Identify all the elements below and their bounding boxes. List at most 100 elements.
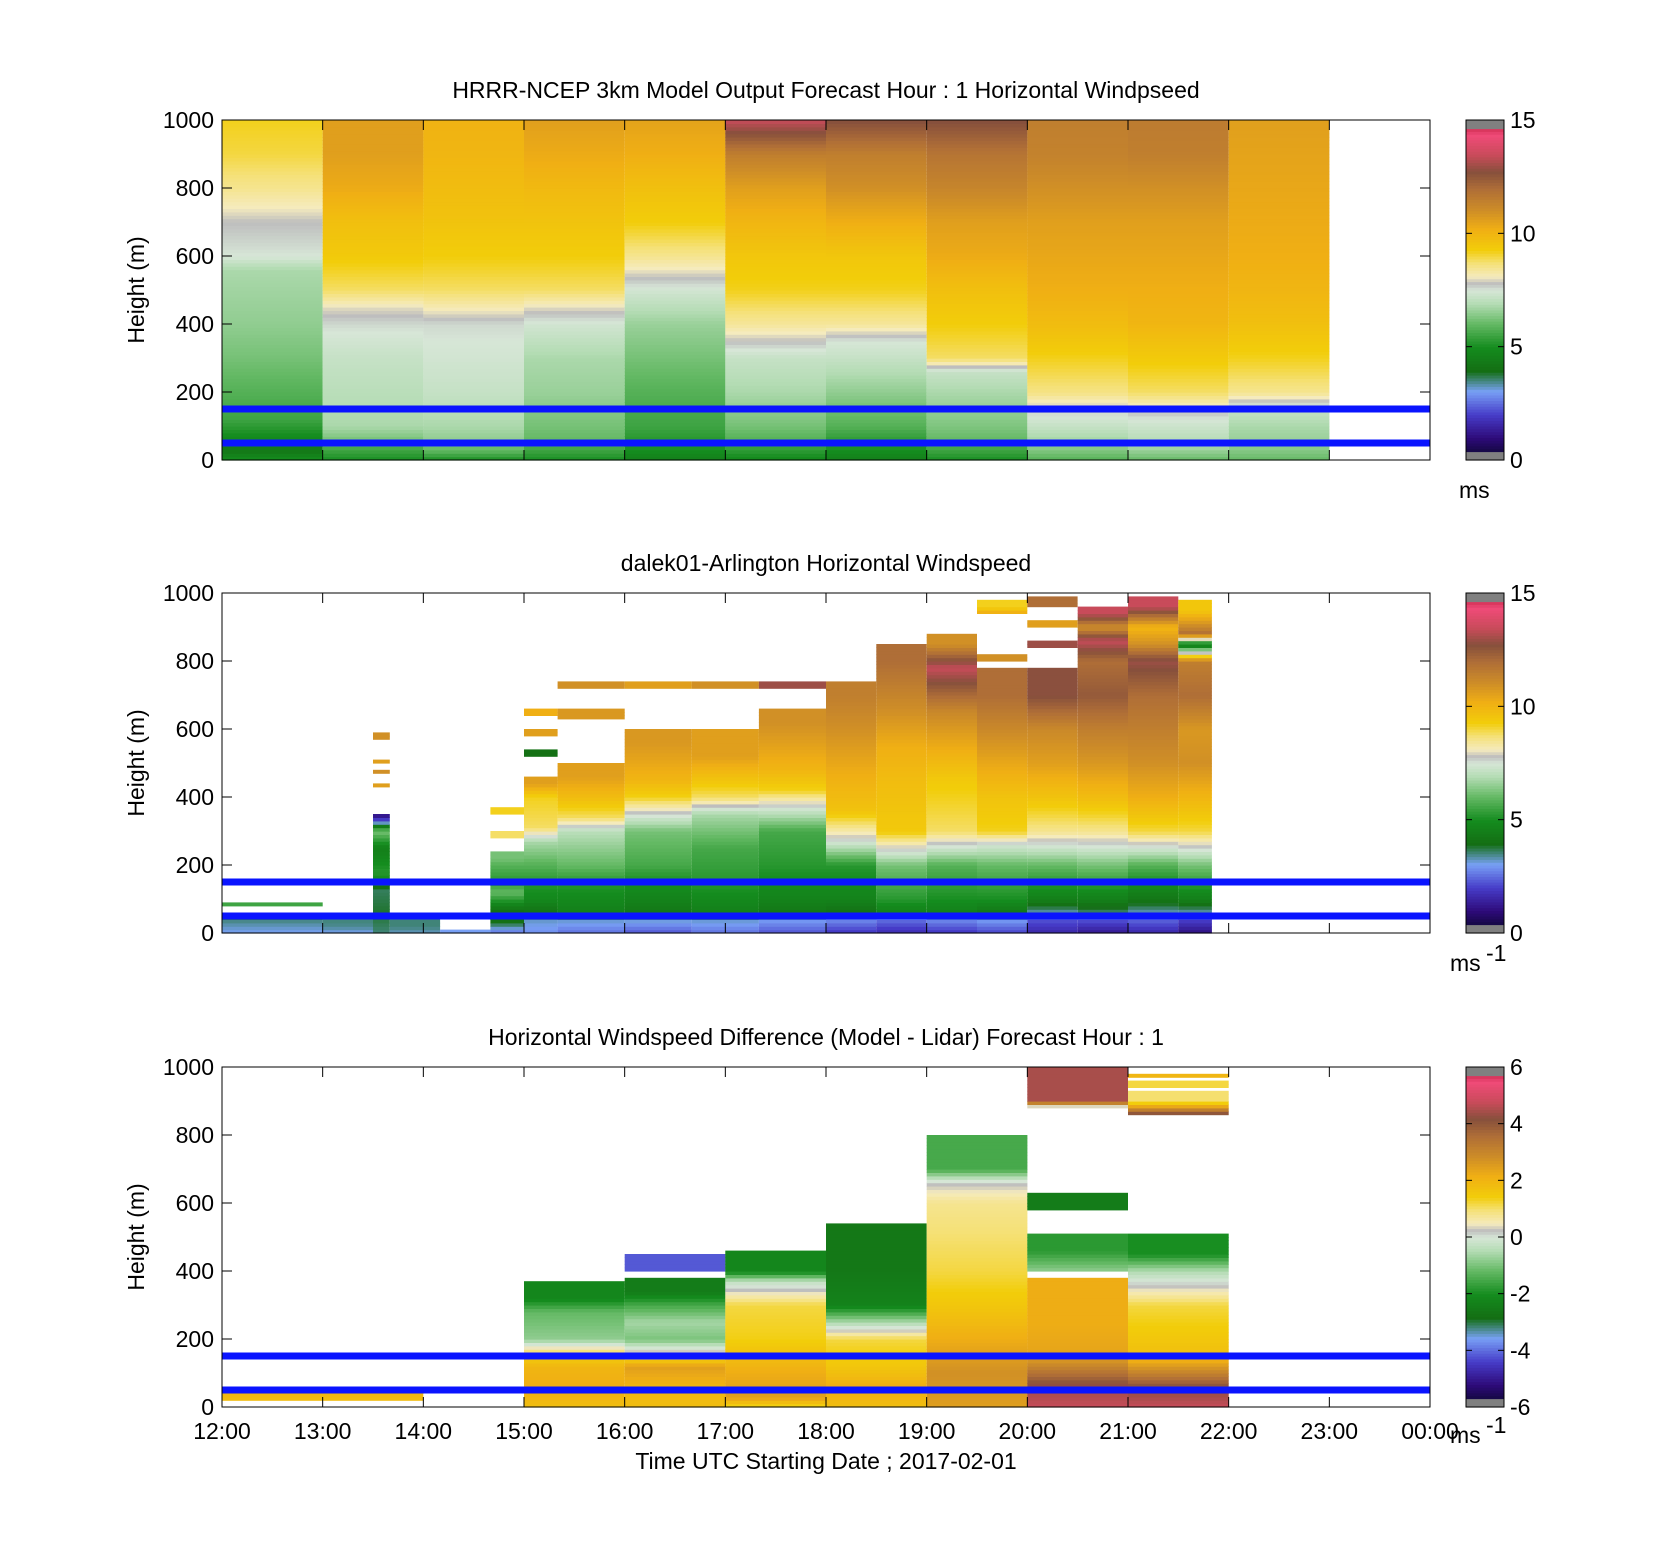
heatmap-cell	[624, 814, 692, 818]
heatmap-cell	[926, 868, 977, 873]
heatmap-cell	[926, 746, 977, 750]
colorbar-segment	[1466, 394, 1504, 399]
heatmap-cell	[373, 875, 390, 880]
heatmap-cell	[624, 239, 726, 243]
heatmap-cell	[624, 769, 692, 774]
heatmap-cell	[624, 905, 692, 910]
colorbar-segment	[1466, 131, 1504, 135]
heatmap-cell	[826, 749, 877, 754]
heatmap-cell	[1027, 603, 1078, 608]
heatmap-cell	[524, 140, 625, 145]
heatmap-cell	[926, 708, 977, 713]
heatmap-cell	[1027, 1315, 1128, 1320]
heatmap-cell	[926, 729, 977, 733]
heatmap-cell	[624, 154, 726, 158]
heatmap-cell	[222, 327, 323, 332]
colorbar-segment	[1466, 652, 1504, 656]
heatmap-cell	[1178, 667, 1212, 672]
heatmap-cell	[1128, 1090, 1229, 1095]
heatmap-cell	[876, 875, 927, 880]
heatmap-cell	[1228, 160, 1330, 165]
heatmap-cell	[691, 885, 759, 890]
heatmap-cell	[926, 892, 977, 897]
heatmap-cell	[926, 398, 1028, 403]
heatmap-cell	[423, 300, 524, 305]
heatmap-cell	[691, 895, 759, 900]
heatmap-cell	[1027, 783, 1078, 788]
heatmap-cell	[876, 746, 927, 750]
heatmap-cell	[926, 1393, 1028, 1398]
heatmap-cell	[1027, 848, 1078, 852]
heatmap-cell	[1027, 419, 1128, 424]
heatmap-cell	[1027, 1097, 1128, 1102]
heatmap-cell	[624, 211, 726, 216]
heatmap-cell	[826, 1277, 927, 1282]
heatmap-cell	[322, 371, 424, 376]
colorbar-segment	[1466, 1237, 1504, 1241]
heatmap-cell	[926, 1325, 1028, 1330]
heatmap-cell	[1228, 174, 1330, 179]
heatmap-cell	[826, 1335, 927, 1340]
heatmap-cell	[524, 429, 625, 434]
heatmap-cell	[557, 899, 625, 903]
heatmap-cell	[1228, 266, 1330, 271]
heatmap-cell	[1027, 211, 1128, 216]
heatmap-cell	[926, 776, 977, 781]
heatmap-cell	[926, 1237, 1028, 1241]
heatmap-cell	[1128, 358, 1229, 362]
heatmap-cell	[624, 337, 726, 342]
colorbar-segment	[1466, 241, 1504, 246]
heatmap-cell	[725, 371, 826, 376]
colorbar-segment	[1466, 907, 1504, 911]
colorbar-segment	[1466, 1254, 1504, 1258]
colorbar-segment	[1466, 239, 1504, 243]
colorbar-segment	[1466, 281, 1504, 285]
heatmap-cell	[691, 759, 759, 764]
heatmap-cell	[423, 256, 524, 260]
heatmap-cell	[826, 320, 927, 325]
heatmap-cell	[624, 218, 726, 223]
heatmap-cell	[1128, 1274, 1229, 1279]
heatmap-cell	[1178, 875, 1212, 880]
heatmap-cell	[524, 415, 625, 420]
heatmap-cell	[725, 300, 826, 305]
heatmap-cell	[725, 1396, 826, 1401]
colorbar-segment	[1466, 168, 1504, 172]
heatmap-cell	[826, 137, 927, 141]
heatmap-cell	[977, 909, 1028, 914]
heatmap-cell	[876, 824, 927, 829]
heatmap-cell	[524, 358, 625, 362]
heatmap-cell	[876, 848, 927, 852]
heatmap-cell	[826, 1369, 927, 1374]
colorbar-tick-label: 5	[1510, 807, 1523, 833]
heatmap-cell	[1027, 449, 1128, 454]
heatmap-cell	[826, 1315, 927, 1320]
heatmap-cell	[926, 140, 1028, 145]
heatmap-cell	[926, 922, 977, 927]
heatmap-cell	[1027, 201, 1128, 206]
heatmap-cell	[758, 810, 826, 815]
heatmap-cell	[926, 143, 1028, 148]
heatmap-cell	[322, 922, 373, 927]
heatmap-cell	[725, 364, 826, 369]
heatmap-cell	[1128, 449, 1229, 454]
heatmap-cell	[826, 388, 927, 393]
heatmap-cell	[977, 667, 1028, 672]
colorbar-segment	[1466, 918, 1504, 923]
heatmap-cell	[826, 290, 927, 294]
heatmap-cell	[1128, 398, 1229, 403]
heatmap-cell	[1128, 606, 1179, 611]
heatmap-cell	[725, 249, 826, 254]
heatmap-cell	[926, 1250, 1028, 1255]
heatmap-cell	[1027, 1366, 1128, 1371]
heatmap-cell	[1027, 810, 1078, 815]
heatmap-cell	[926, 419, 1028, 424]
heatmap-cell	[1128, 759, 1179, 764]
heatmap-cell	[524, 1359, 625, 1364]
heatmap-cell	[926, 732, 977, 737]
heatmap-cell	[1128, 266, 1229, 271]
heatmap-cell	[524, 749, 558, 754]
heatmap-cell	[222, 123, 323, 128]
heatmap-cell	[423, 157, 524, 162]
heatmap-cell	[1128, 647, 1179, 652]
